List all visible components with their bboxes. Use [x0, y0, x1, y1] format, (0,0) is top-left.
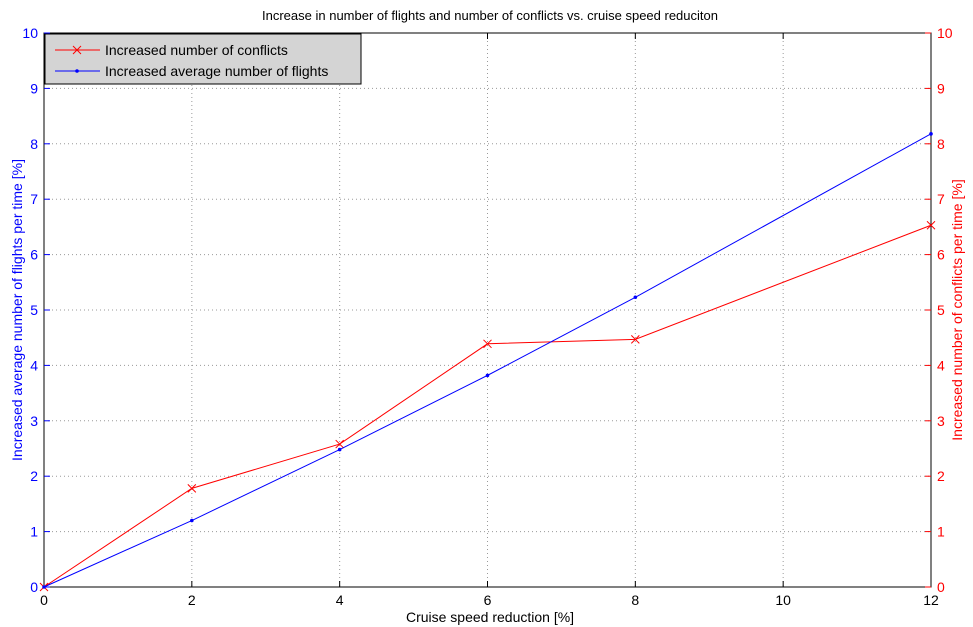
y-left-tick-label: 0: [30, 579, 38, 595]
series-marker-x: [187, 484, 197, 493]
series-line-1: [43, 133, 932, 588]
y-left-tick-label: 3: [30, 413, 38, 429]
y-right-tick-label: 7: [937, 191, 945, 207]
series-marker-x: [630, 335, 640, 344]
y-axis-label-right: Increased number of conflicts per time […: [949, 179, 965, 440]
y-right-tick-label: 3: [937, 413, 945, 429]
x-axis-label: Cruise speed reduction [%]: [406, 609, 574, 625]
chart-title: Increase in number of flights and number…: [262, 8, 718, 23]
legend: Increased number of conflicts Increased a…: [44, 33, 362, 85]
series-marker-dot: [190, 518, 194, 523]
series-marker-dot: [42, 585, 46, 589]
x-tick-label: 8: [631, 592, 639, 608]
y-left-tick-label: 9: [30, 80, 38, 96]
y-left-tick-label: 1: [30, 524, 38, 540]
series-group: [39, 132, 936, 592]
legend-marker: [72, 45, 82, 55]
legend-label: Increased average number of flights: [105, 63, 328, 79]
x-tick-label: 10: [775, 592, 791, 608]
y-right-tick-label: 6: [937, 247, 945, 263]
grid: [44, 33, 931, 587]
y-right-tick-label: 4: [937, 357, 945, 373]
legend-label: Increased number of conflicts: [105, 42, 288, 58]
y-axis-label-left: Increased average number of flights per …: [9, 159, 25, 461]
y-left-tick-label: 5: [30, 302, 38, 318]
series-marker-dot: [485, 373, 490, 378]
y-left-tick-label: 6: [30, 247, 38, 263]
y-right-tick-label: 5: [937, 302, 945, 318]
x-tick-label: 6: [484, 592, 492, 608]
series-marker-dot: [337, 447, 342, 452]
x-tick-label: 4: [336, 592, 344, 608]
legend-entry: Increased average number of flights: [55, 63, 328, 79]
legend-box: [44, 33, 362, 85]
series-marker-x: [926, 220, 936, 230]
series-line-0: [43, 224, 932, 588]
series-marker-dot: [929, 132, 933, 136]
series-marker-x: [335, 439, 345, 449]
legend-marker: [75, 69, 79, 73]
y-left-tick-label: 7: [30, 191, 38, 207]
y-right-tick-label: 1: [937, 524, 945, 540]
y-right-tick-label: 8: [937, 136, 945, 152]
x-tick-label: 2: [188, 592, 196, 608]
y-right-tick-label: 10: [937, 25, 953, 41]
y-left-tick-label: 10: [22, 25, 38, 41]
y-left-tick-label: 2: [30, 468, 38, 484]
y-right-tick-label: 2: [937, 468, 945, 484]
y-left-tick-label: 8: [30, 136, 38, 152]
legend-entry: Increased number of conflicts: [55, 42, 288, 58]
y-left-tick-label: 4: [30, 357, 38, 373]
y-right-tick-label: 9: [937, 80, 945, 96]
y-right-tick-label: 0: [937, 579, 945, 595]
series-marker-x: [483, 339, 492, 349]
series-marker-dot: [633, 295, 638, 300]
x-tick-label: 0: [40, 592, 48, 608]
x-tick-label: 12: [923, 592, 939, 608]
